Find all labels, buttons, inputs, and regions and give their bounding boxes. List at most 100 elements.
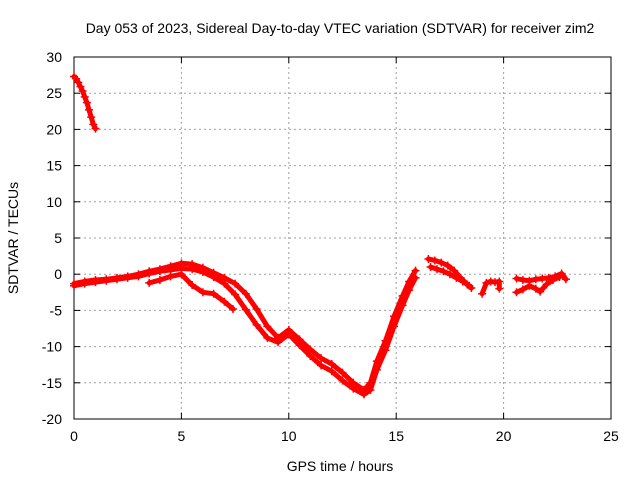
data-point	[91, 278, 100, 287]
data-point	[561, 275, 570, 284]
data-point	[198, 268, 207, 277]
data-point	[437, 258, 446, 267]
data-point	[327, 359, 336, 368]
data-point	[91, 124, 100, 133]
data-point	[228, 304, 237, 313]
data-point	[359, 390, 368, 399]
axis-ticks: 0 5 10 15 20 25 -20 -15 -10 -5 0 5 10 15 20 25 30	[42, 49, 619, 444]
data-point	[145, 269, 154, 278]
x-tick-label: 15	[388, 428, 404, 444]
data-point	[338, 368, 347, 377]
data-point	[231, 279, 240, 288]
y-tick-label: 5	[54, 230, 62, 246]
data-point	[123, 273, 132, 282]
data-point	[252, 304, 261, 313]
data-point	[398, 301, 407, 310]
data-point	[443, 261, 452, 270]
series-evening-b	[426, 262, 474, 290]
y-tick-label: -15	[42, 375, 62, 391]
y-tick-label: -5	[50, 302, 63, 318]
data-point	[70, 281, 78, 290]
data-point	[263, 322, 272, 331]
data-point	[220, 297, 229, 306]
data-point	[549, 275, 558, 284]
data-point	[478, 289, 487, 298]
series-main-arc-b	[70, 264, 420, 399]
series-midday-branch	[145, 270, 237, 313]
data-points	[70, 72, 570, 399]
y-tick-label: -20	[42, 411, 62, 427]
data-point	[424, 254, 433, 263]
data-point	[317, 354, 326, 363]
data-point	[390, 322, 399, 331]
data-point	[241, 289, 250, 298]
y-tick-label: -10	[42, 339, 62, 355]
data-point	[80, 92, 89, 101]
x-tick-label: 25	[603, 428, 619, 444]
data-point	[405, 286, 414, 295]
x-tick-label: 0	[70, 428, 78, 444]
y-tick-label: 30	[46, 49, 62, 65]
data-point	[458, 277, 467, 286]
data-point	[198, 288, 207, 297]
x-axis-label: GPS time / hours	[287, 458, 394, 474]
series-late-cluster-1	[478, 277, 504, 298]
data-point	[80, 279, 89, 288]
data-point	[188, 265, 197, 274]
data-point	[252, 320, 261, 329]
data-point	[85, 105, 94, 114]
data-point	[220, 279, 229, 288]
data-point	[241, 305, 250, 314]
data-point	[381, 346, 390, 355]
data-point	[155, 267, 164, 276]
data-point	[495, 277, 504, 286]
data-point	[317, 361, 326, 370]
data-point	[555, 273, 564, 282]
data-point	[452, 273, 461, 282]
data-point	[102, 276, 111, 285]
data-point	[295, 341, 304, 350]
data-point	[495, 284, 504, 293]
data-point	[82, 98, 91, 107]
data-point	[76, 82, 85, 91]
grid	[74, 57, 611, 419]
data-point	[430, 256, 439, 265]
data-point	[155, 275, 164, 284]
data-point	[112, 275, 121, 284]
data-point	[531, 284, 540, 293]
data-point	[372, 365, 381, 374]
data-point	[482, 278, 491, 287]
data-point	[366, 386, 375, 395]
x-tick-label: 20	[496, 428, 512, 444]
data-point	[87, 113, 96, 122]
data-point	[518, 285, 527, 294]
data-point	[411, 266, 420, 275]
data-point	[512, 288, 521, 297]
data-point	[177, 270, 186, 279]
series-late-cluster-2b	[512, 273, 564, 297]
y-axis-label: SDTVAR / TECUs	[5, 182, 21, 294]
data-point	[231, 290, 240, 299]
y-tick-label: 0	[54, 266, 62, 282]
series-early-decline	[70, 72, 100, 133]
data-point	[411, 273, 420, 282]
data-point	[134, 272, 143, 281]
data-point	[433, 265, 442, 274]
data-point	[274, 338, 283, 347]
data-point	[450, 266, 459, 275]
y-tick-label: 10	[46, 194, 62, 210]
x-tick-label: 10	[281, 428, 297, 444]
data-point	[78, 87, 87, 96]
data-point	[74, 78, 83, 87]
chart-title: Day 053 of 2023, Sidereal Day-to-day VTE…	[86, 20, 595, 36]
data-point	[284, 330, 293, 339]
data-point	[525, 281, 534, 290]
data-point	[349, 384, 358, 393]
data-point	[327, 367, 336, 376]
data-point	[263, 333, 272, 342]
data-point	[512, 274, 521, 283]
data-point	[89, 120, 98, 129]
data-point	[465, 281, 474, 290]
data-point	[209, 289, 218, 298]
